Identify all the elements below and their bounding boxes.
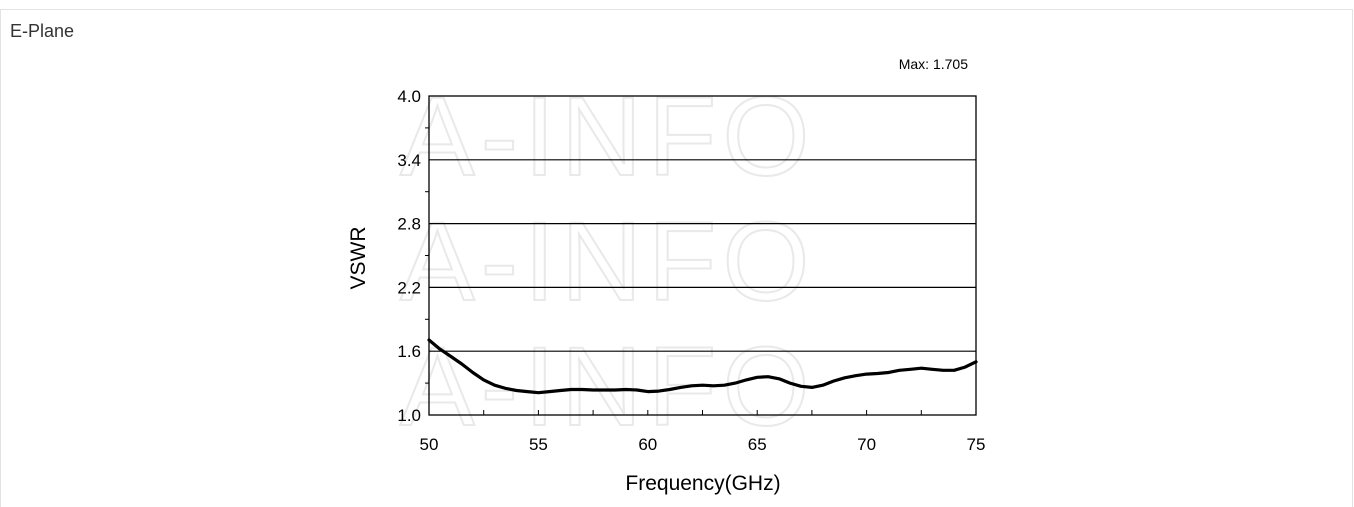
x-tick-label-55: 55	[529, 435, 548, 454]
panel-frame	[0, 9, 1353, 507]
plot-area-border	[428, 95, 977, 416]
y-tick-label-1.6: 1.6	[397, 342, 421, 361]
x-tick-labels: 50 55 60 65 70 75	[420, 435, 986, 454]
x-tick-label-60: 60	[638, 435, 657, 454]
x-axis-title: Frequency(GHz)	[625, 472, 780, 495]
watermark-text-1: A-INFO	[400, 74, 816, 199]
watermark: A-INFO A-INFO A-INFO	[399, 73, 816, 450]
y-tick-label-1.0: 1.0	[397, 406, 421, 425]
max-annotation: Max: 1.705	[899, 56, 968, 72]
y-axis-title: VSWR	[347, 227, 370, 290]
gridlines	[429, 159, 976, 352]
panel-title: E-Plane	[10, 21, 75, 41]
x-tick-label-70: 70	[857, 435, 876, 454]
y-tick-label-2.2: 2.2	[397, 278, 421, 297]
y-tick-labels: 1.0 1.6 2.2 2.8 3.4 4.0	[397, 87, 421, 425]
y-tick-label-4.0: 4.0	[397, 87, 421, 106]
y-tick-label-3.4: 3.4	[397, 151, 421, 170]
vswr-series-line	[427, 338, 978, 395]
watermark-text-2: A-INFO	[400, 199, 816, 324]
x-tick-label-65: 65	[748, 435, 767, 454]
x-tick-label-75: 75	[967, 435, 986, 454]
x-tick-label-50: 50	[420, 435, 439, 454]
y-tick-label-2.8: 2.8	[397, 215, 421, 234]
watermark-text-3: A-INFO	[400, 324, 816, 449]
